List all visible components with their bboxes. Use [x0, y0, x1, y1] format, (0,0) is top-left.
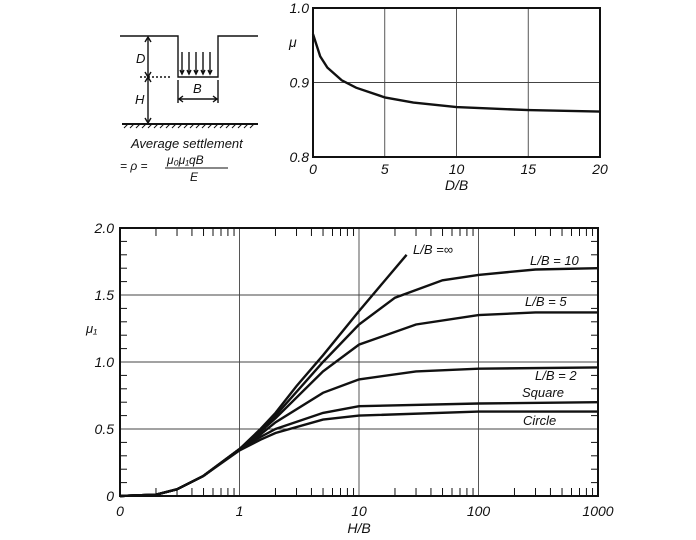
- x-tick-label: 0: [309, 161, 317, 177]
- x-tick-label: 1000: [582, 503, 613, 519]
- settlement-caption: Average settlement: [130, 136, 244, 151]
- y-tick-label: 0: [106, 488, 114, 504]
- y-axis-label: μ₁: [85, 321, 97, 336]
- formula-numerator: μ₀μ₁qB: [166, 153, 204, 167]
- series-line: [311, 33, 601, 113]
- x-tick-label: 15: [520, 161, 536, 177]
- chart-mu-vs-depth: 0 5 10 15 20 0.8 0.9 1.0 D/B μ: [288, 0, 608, 193]
- base-hatching: [123, 123, 255, 129]
- x-axis-label: H/B: [347, 520, 370, 536]
- y-tick-label: 0.8: [290, 149, 310, 165]
- y-tick-label: 0.5: [95, 421, 115, 437]
- plot-frame: [312, 7, 601, 158]
- x-tick-label: 10: [351, 503, 367, 519]
- series-label: L/B = 5: [525, 294, 567, 309]
- y-tick-label: 1.5: [95, 287, 115, 303]
- series-label: Circle: [523, 413, 556, 428]
- x-tick-label: 0: [116, 503, 124, 519]
- x-tick-label: 5: [381, 161, 389, 177]
- depth-label: D: [136, 51, 145, 66]
- plot-frame: [119, 227, 599, 497]
- y-tick-label: 0.9: [290, 75, 310, 91]
- y-tick-label: 1.0: [290, 0, 310, 16]
- series-label: L/B =∞: [413, 242, 453, 257]
- series-label: L/B = 10: [530, 253, 580, 268]
- thickness-label: H: [135, 92, 145, 107]
- series-label: L/B = 2: [535, 368, 577, 383]
- x-tick-label: 1: [236, 503, 244, 519]
- x-tick-label: 10: [449, 161, 465, 177]
- load-arrows-icon: [179, 52, 213, 76]
- series-line: [119, 254, 408, 498]
- x-tick-label: 100: [467, 503, 491, 519]
- excavation-outline: [120, 35, 258, 78]
- y-tick-label: 1.0: [95, 354, 115, 370]
- series-line: [119, 410, 598, 498]
- x-axis-label: D/B: [445, 177, 468, 193]
- y-axis-label: μ: [288, 34, 297, 50]
- footing-diagram: D H B Average settlement = ρ = μ₀μ₁qB E: [120, 35, 258, 184]
- formula-lhs: = ρ =: [120, 159, 148, 173]
- width-label: B: [193, 81, 202, 96]
- x-tick-label: 20: [591, 161, 608, 177]
- formula-denominator: E: [190, 170, 199, 184]
- chart-mu1-vs-thickness: 0 1 10 100 1000 0 0.5 1.0 1.5 2.0 H/B μ₁ L/B =∞ L/B =…: [85, 220, 614, 536]
- y-tick-label: 2.0: [94, 220, 115, 236]
- series-label: Square: [522, 385, 564, 400]
- width-dimension: [177, 80, 219, 103]
